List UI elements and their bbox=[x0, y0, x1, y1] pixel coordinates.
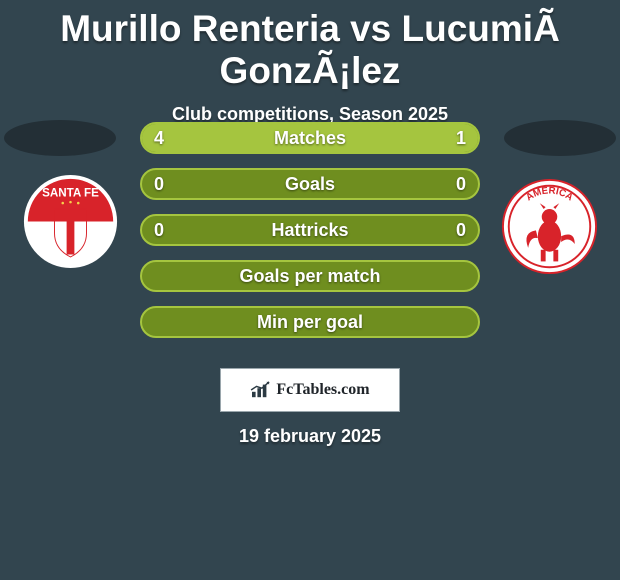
right-player-ellipse bbox=[504, 120, 616, 156]
stat-bar-hattricks-right-value: 0 bbox=[456, 216, 466, 244]
left-player-ellipse bbox=[4, 120, 116, 156]
stat-bar-hattricks: Hattricks0 0 bbox=[140, 214, 480, 246]
stat-bar-goals-label: Goals bbox=[142, 170, 478, 198]
stat-bar-goals-left-value: 0 bbox=[154, 170, 164, 198]
stat-bar-mpg: Min per goal bbox=[140, 306, 480, 338]
stat-bar-matches: Matches4 1 bbox=[140, 122, 480, 154]
stat-bar-matches-left-value: 4 bbox=[154, 124, 164, 152]
stat-bar-goals-right-value: 0 bbox=[456, 170, 466, 198]
stat-bar-goals: Goals0 0 bbox=[140, 168, 480, 200]
stat-bar-mpg-label: Min per goal bbox=[142, 308, 478, 336]
brand-box: FcTables.com bbox=[220, 368, 400, 412]
stat-bars: Matches41Goals00Hattricks00Goals per mat… bbox=[140, 122, 480, 352]
stat-bar-hattricks-left-value: 0 bbox=[154, 216, 164, 244]
page-title: Murillo Renteria vs LucumiÃ GonzÃ¡lez bbox=[0, 0, 620, 92]
footer-area: FcTables.com 19 february 2025 bbox=[0, 354, 620, 447]
brand-text: FcTables.com bbox=[276, 381, 369, 399]
svg-text:SANTA FE: SANTA FE bbox=[42, 186, 99, 199]
stat-bar-matches-label: Matches bbox=[142, 124, 478, 152]
stat-bar-hattricks-label: Hattricks bbox=[142, 216, 478, 244]
left-club-badge: SANTA FE bbox=[22, 173, 119, 270]
brand-chart-icon bbox=[250, 381, 272, 399]
comparison-infographic: Murillo Renteria vs LucumiÃ GonzÃ¡lez Cl… bbox=[0, 0, 620, 580]
stat-bar-gpm-label: Goals per match bbox=[142, 262, 478, 290]
right-club-badge: AMERICA bbox=[501, 178, 598, 275]
stat-bar-gpm: Goals per match bbox=[140, 260, 480, 292]
date-text: 19 february 2025 bbox=[0, 426, 620, 447]
stat-bar-matches-right-value: 1 bbox=[456, 124, 466, 152]
